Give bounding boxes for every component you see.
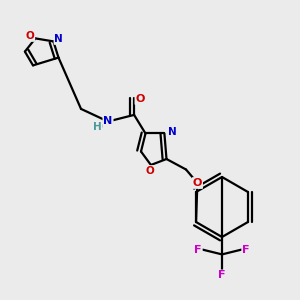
Text: O: O — [26, 31, 34, 41]
Text: N: N — [168, 127, 177, 137]
Text: F: F — [242, 244, 250, 255]
Text: N: N — [54, 34, 63, 44]
Text: O: O — [145, 166, 154, 176]
Text: H: H — [93, 122, 102, 133]
Text: O: O — [193, 178, 202, 188]
Text: N: N — [103, 116, 112, 127]
Text: O: O — [135, 94, 145, 104]
Text: F: F — [218, 270, 226, 280]
Text: F: F — [194, 244, 202, 255]
